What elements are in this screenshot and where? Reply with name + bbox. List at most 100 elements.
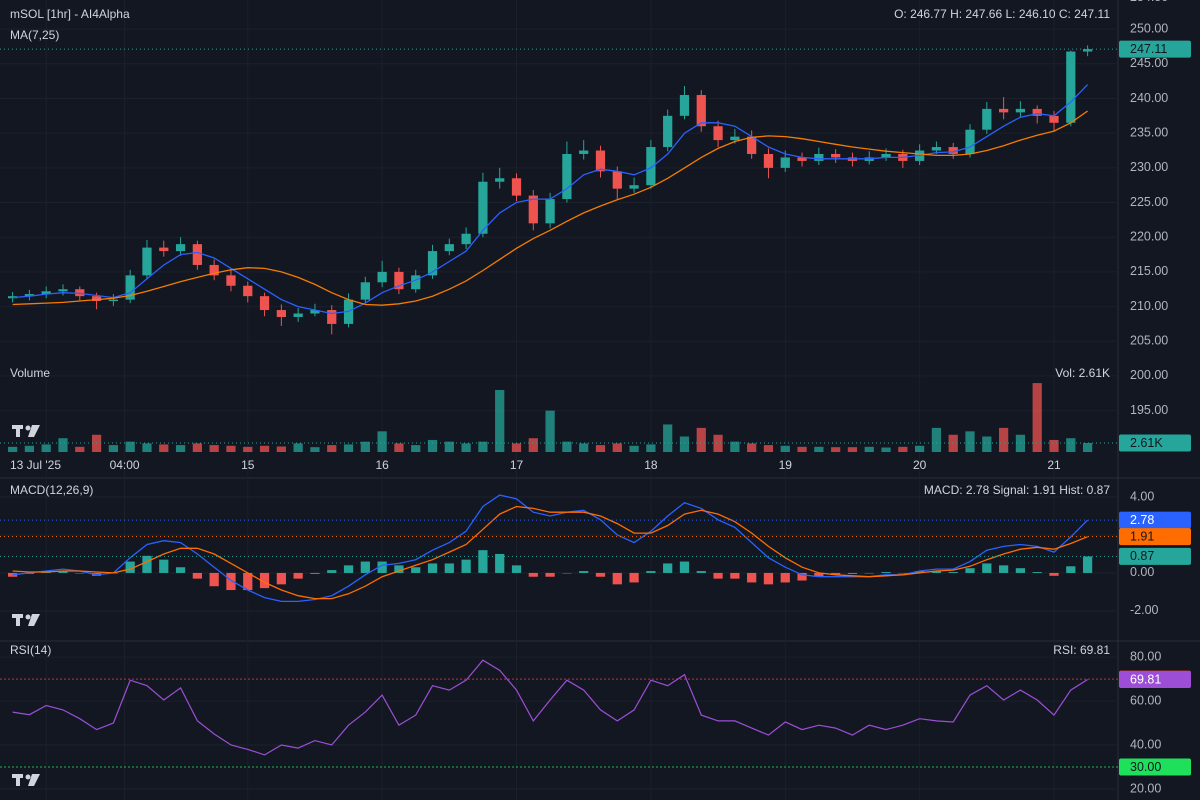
volume-bar xyxy=(881,447,891,452)
volume-bar xyxy=(747,443,757,452)
volume-bar xyxy=(427,439,438,452)
value-box-label: 1.91 xyxy=(1130,529,1154,543)
candle-body xyxy=(696,95,706,127)
candle-body xyxy=(763,153,774,168)
histogram-bar xyxy=(763,572,774,585)
y-tick-label: 0.00 xyxy=(1130,565,1154,579)
x-tick-label: 15 xyxy=(241,458,255,472)
histogram-bar xyxy=(528,572,538,577)
volume-bar xyxy=(545,410,555,452)
ohlc-readout: O: 246.77 H: 247.66 L: 246.10 C: 247.11 xyxy=(894,7,1110,21)
histogram-bar xyxy=(679,561,690,573)
candle-body xyxy=(58,289,68,292)
histogram-bar xyxy=(293,572,303,579)
candle-body xyxy=(881,153,891,158)
histogram-bar xyxy=(411,567,421,573)
volume-bar xyxy=(58,438,68,452)
histogram-bar xyxy=(125,561,135,573)
value-box xyxy=(1119,528,1191,546)
candle-body xyxy=(562,153,572,200)
histogram-bar xyxy=(1032,571,1042,573)
histogram-bar xyxy=(1049,572,1059,576)
y-tick-label: 245.00 xyxy=(1130,56,1168,70)
volume-bar xyxy=(108,445,119,452)
candle-body xyxy=(24,294,35,297)
candle-body xyxy=(495,178,505,182)
volume-bar xyxy=(360,441,370,452)
volume-bar xyxy=(898,446,908,452)
volume-bar xyxy=(730,441,740,452)
y-tick-label: 250.00 xyxy=(1130,21,1168,35)
candle-body xyxy=(612,171,622,189)
x-tick-label: 17 xyxy=(510,458,524,472)
value-box xyxy=(1119,670,1191,688)
volume-bar xyxy=(461,443,471,452)
volume-bar xyxy=(1066,438,1076,452)
histogram-bar xyxy=(612,572,622,585)
candle-body xyxy=(377,271,387,283)
candle-body xyxy=(1082,49,1093,52)
volume-bar xyxy=(612,443,622,452)
volume-bar xyxy=(495,389,505,452)
candle-body xyxy=(41,291,51,295)
volume-bar xyxy=(343,444,354,452)
histogram-bar xyxy=(847,572,858,574)
macd-readout: MACD: 2.78 Signal: 1.91 Hist: 0.87 xyxy=(924,483,1110,497)
histogram-bar xyxy=(58,571,68,573)
volume-bar xyxy=(528,438,538,452)
volume-bar xyxy=(948,434,958,452)
volume-bar xyxy=(394,443,404,452)
candle-body xyxy=(175,244,186,252)
histogram-bar xyxy=(595,572,606,577)
volume-title: Volume xyxy=(10,366,50,380)
histogram-bar xyxy=(545,572,555,577)
y-tick-label: 220.00 xyxy=(1130,230,1168,244)
histogram-bar xyxy=(159,559,169,573)
y-tick-label: 60.00 xyxy=(1130,693,1161,707)
candle-body xyxy=(948,147,958,154)
volume-bar xyxy=(276,446,286,452)
histogram-bar xyxy=(209,572,219,587)
y-tick-label: 195.00 xyxy=(1130,403,1168,417)
volume-bar xyxy=(814,446,824,452)
candle-body xyxy=(108,299,119,302)
candle-body xyxy=(1032,108,1042,116)
histogram-bar xyxy=(931,571,942,573)
histogram-bar xyxy=(310,572,320,574)
value-box xyxy=(1119,547,1191,565)
volume-bar xyxy=(1082,443,1093,452)
value-box-label: 69.81 xyxy=(1130,672,1161,686)
y-tick-label: 215.00 xyxy=(1130,264,1168,278)
volume-bar xyxy=(377,431,387,452)
candle-body xyxy=(209,264,219,276)
candle-body xyxy=(629,185,639,189)
volume-bar xyxy=(1049,439,1059,452)
candle-body xyxy=(528,195,538,224)
value-box xyxy=(1119,434,1191,452)
candle-body xyxy=(75,289,85,297)
histogram-bar xyxy=(7,572,18,577)
rsi-readout: RSI: 69.81 xyxy=(1053,643,1110,657)
volume-bar xyxy=(831,447,841,452)
histogram-bar xyxy=(696,571,706,573)
value-box-label: 30.00 xyxy=(1130,760,1161,774)
histogram-bar xyxy=(713,572,723,579)
volume-bar xyxy=(713,434,723,452)
histogram-bar xyxy=(998,565,1009,573)
candle-body xyxy=(327,310,337,324)
histogram-bar xyxy=(343,565,354,573)
y-tick-label: 40.00 xyxy=(1130,737,1161,751)
volume-bar xyxy=(629,445,639,452)
value-box xyxy=(1119,40,1191,58)
candle-body xyxy=(478,181,488,234)
candle-body xyxy=(511,178,522,196)
histogram-bar xyxy=(394,565,404,573)
histogram-bar xyxy=(948,571,958,573)
volume-bar xyxy=(579,443,589,452)
histogram-bar xyxy=(461,559,471,573)
volume-bar xyxy=(478,441,488,452)
value-box xyxy=(1119,511,1191,529)
candle-body xyxy=(259,296,270,311)
